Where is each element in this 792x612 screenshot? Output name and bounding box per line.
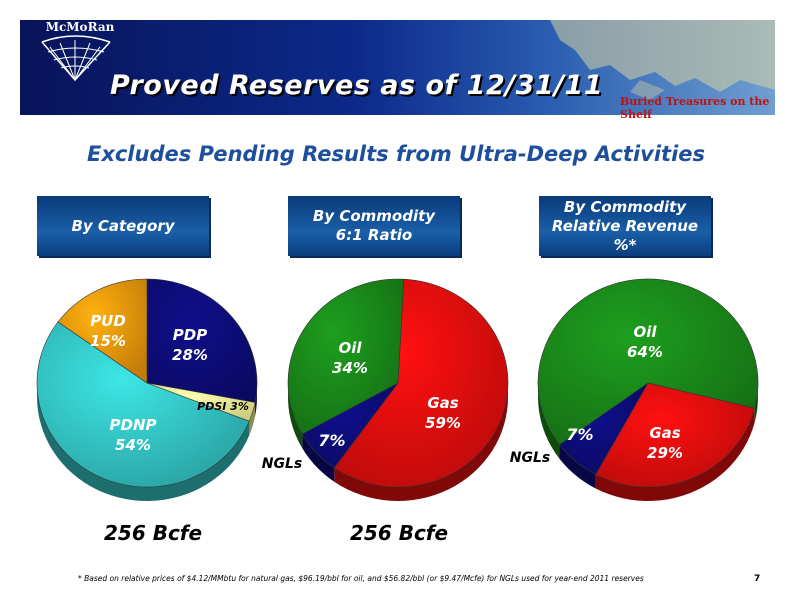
category-header-2-line-2: 6:1 Ratio (335, 226, 413, 244)
slice-value-oil: 34% (332, 359, 368, 377)
slice-value-pud: 15% (90, 332, 126, 350)
pie-side-gas (595, 408, 755, 501)
pie-slice-oil (537, 278, 759, 446)
category-header-3-line-2: Relative Revenue %* (551, 216, 699, 254)
slice-name-pud: PUD (90, 312, 126, 330)
pie-slice-gas (333, 278, 509, 488)
pie-side-gas (334, 279, 508, 501)
slice-name-gas: Gas (649, 424, 680, 442)
category-header-2: By Commodity 6:1 Ratio (288, 196, 460, 256)
header-banner (20, 20, 775, 115)
pie-chart-3: Gas 29% NGLs 7% Oil 64% (510, 278, 759, 501)
page-number: 7 (754, 574, 761, 584)
slice-name-oil: Oil (633, 323, 657, 341)
category-header-2-line-1: By Commodity (312, 207, 436, 225)
logo-mark-icon (41, 35, 111, 82)
slice-name-ngls: NGLs (262, 456, 302, 472)
slice-value-gas: 59% (425, 414, 461, 432)
slice-value-gas: 29% (647, 444, 683, 462)
logo-text: McMoRan (45, 20, 115, 34)
pie-slice-pdp (146, 278, 258, 403)
slice-value-ngls: 7% (318, 431, 345, 450)
category-header-1-text: By Category (71, 216, 175, 235)
pie-slice-oil (287, 278, 405, 435)
slice-name-ngls: NGLs (510, 450, 550, 466)
footnote: * Based on relative prices of $4.12/MMbt… (78, 574, 644, 583)
category-header-3-line-1: By Commodity (563, 197, 687, 216)
pie-side-ngls (559, 444, 596, 489)
pie-side-pdsi (249, 402, 256, 436)
slice-value-oil: 64% (627, 343, 663, 361)
slice-name-gas: Gas (427, 394, 458, 412)
slice-value-pdnp: 54% (115, 436, 151, 454)
slice-name-pdnp: PDNP (110, 416, 157, 434)
pie-slice-gas (595, 382, 756, 488)
pie-chart-2: Gas 59% NGLs 7% Oil 34% (262, 278, 509, 501)
pie-slice-pud (57, 278, 148, 384)
slice-name-oil: Oil (338, 339, 362, 357)
category-header-1: By Category (37, 196, 209, 256)
mcmoran-logo: McMoRan (30, 20, 120, 100)
slice-name-pdp: PDP (173, 326, 207, 344)
subtitle: Excludes Pending Results from Ultra-Deep… (86, 142, 706, 166)
pie-slice-pdnp (36, 321, 250, 488)
pie-chart-1: PDP 28% PDSI 3% PDNP 54% PUD 15% (36, 278, 258, 501)
slice-value-pdp: 28% (172, 346, 208, 364)
total-label-1: 256 Bcfe (104, 521, 203, 545)
tagline: Buried Treasures on the Shelf (620, 95, 770, 121)
slice-label-pdsi: PDSI 3% (197, 400, 249, 413)
page-title: Proved Reserves as of 12/31/11 (110, 70, 604, 101)
slice-value-ngls: 7% (566, 425, 593, 444)
coastline-map (550, 20, 775, 100)
total-label-2: 256 Bcfe (350, 521, 449, 545)
category-header-3: By Commodity Relative Revenue %* (539, 196, 711, 256)
